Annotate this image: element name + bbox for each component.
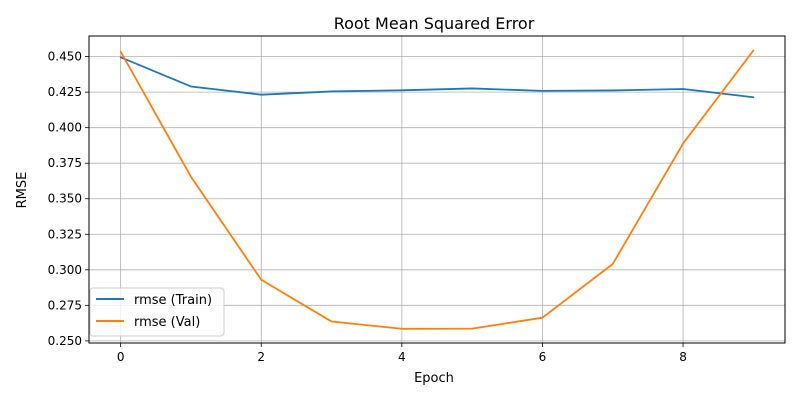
plot-area-frame <box>88 35 786 344</box>
series-line-train <box>119 56 755 99</box>
y-tick-label: 0.400 <box>48 121 82 135</box>
legend-label-train: rmse (Train) <box>134 293 212 308</box>
y-tick-label: 0.425 <box>48 85 82 99</box>
y-axis-ticks: 0.250 0.275 0.300 0.325 0.350 0.375 0.400 0.425… <box>48 50 89 348</box>
x-tick-label: 6 <box>539 350 547 364</box>
y-tick-label: 0.300 <box>48 263 82 277</box>
chart-title: Root Mean Squared Error <box>334 14 535 33</box>
y-tick-label: 0.250 <box>48 334 82 348</box>
y-axis-label: RMSE <box>15 172 30 209</box>
grid-lines <box>89 36 785 343</box>
y-tick-label: 0.350 <box>48 192 82 206</box>
legend-label-val: rmse (Val) <box>134 315 200 330</box>
x-tick-label: 2 <box>257 350 265 364</box>
x-tick-label: 4 <box>398 350 406 364</box>
series-line-val <box>119 49 755 330</box>
x-tick-label: 8 <box>679 350 687 364</box>
y-tick-label: 0.375 <box>48 156 82 170</box>
x-tick-label: 0 <box>117 350 125 364</box>
y-tick-label: 0.275 <box>48 298 82 312</box>
x-axis-label: Epoch <box>414 371 454 386</box>
y-tick-label: 0.450 <box>48 50 82 64</box>
x-axis-ticks: 0 2 4 6 8 <box>117 343 687 364</box>
legend: rmse (Train) rmse (Val) <box>89 287 225 337</box>
series-lines <box>119 49 755 330</box>
y-tick-label: 0.325 <box>48 227 82 241</box>
